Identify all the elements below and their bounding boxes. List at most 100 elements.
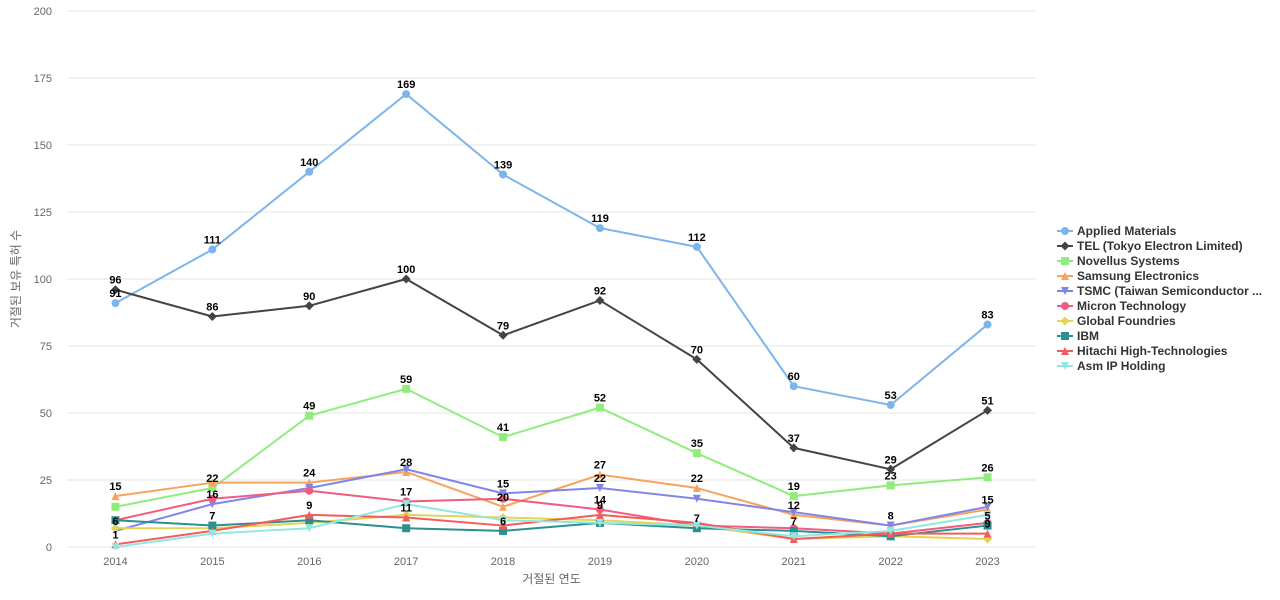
data-point[interactable] [499,516,508,525]
legend-item[interactable]: Global Foundries [1057,314,1176,328]
data-point[interactable] [499,489,508,498]
data-point[interactable] [983,320,992,329]
data-point[interactable] [692,449,701,458]
legend-item[interactable]: Samsung Electronics [1057,269,1199,283]
data-point[interactable] [692,354,702,364]
data-label: 100 [397,264,415,276]
data-point[interactable] [499,433,508,442]
data-point[interactable] [208,494,217,503]
legend-item[interactable]: Applied Materials [1057,224,1177,238]
data-point[interactable] [402,384,411,393]
data-label: 169 [397,79,415,91]
data-point[interactable] [789,492,798,501]
data-point[interactable] [402,524,411,533]
data-point[interactable] [595,505,604,514]
legend-item[interactable]: TSMC (Taiwan Semiconductor ... [1057,284,1262,298]
data-point[interactable] [111,492,120,501]
data-point[interactable] [595,510,604,519]
data-label: 29 [885,454,897,466]
data-point[interactable] [886,481,895,490]
data-point[interactable] [110,285,120,295]
data-point[interactable] [789,532,798,541]
data-point[interactable] [789,526,798,535]
data-point[interactable] [692,242,701,251]
x-tick-label: 2020 [685,556,709,568]
data-point[interactable] [402,500,411,509]
data-point[interactable] [692,494,701,503]
legend-item[interactable]: Micron Technology [1057,299,1186,313]
data-point[interactable] [983,521,992,530]
data-label: 139 [494,159,512,171]
data-point[interactable] [983,502,992,511]
data-point[interactable] [789,382,798,391]
data-point[interactable] [207,312,217,322]
data-point[interactable] [402,513,411,522]
data-point[interactable] [595,518,604,527]
legend-item[interactable]: Hitachi High-Technologies [1057,344,1228,358]
data-point[interactable] [595,484,604,493]
legend-item[interactable]: Novellus Systems [1057,254,1180,268]
data-label: 22 [691,473,703,485]
series-line [115,468,988,532]
data-point[interactable] [692,484,701,493]
data-point[interactable] [401,274,411,284]
data-point[interactable] [983,529,992,538]
legend-item[interactable]: IBM [1057,329,1099,343]
data-point[interactable] [499,494,508,503]
data-point[interactable] [208,245,217,254]
data-label: 112 [688,232,706,244]
data-point[interactable] [886,464,896,474]
data-point[interactable] [499,521,508,530]
legend-label: IBM [1077,329,1099,343]
data-point[interactable] [886,521,895,530]
data-point[interactable] [983,510,992,519]
data-label: 7 [694,513,700,525]
data-point[interactable] [595,403,604,412]
data-point[interactable] [983,405,993,415]
data-point[interactable] [499,502,508,511]
data-point[interactable] [111,502,120,511]
series-line [115,513,988,546]
series-line [115,513,988,540]
data-point[interactable] [208,478,217,487]
data-point[interactable] [110,523,120,533]
data-point[interactable] [789,443,799,453]
data-point[interactable] [305,524,314,533]
data-label: 90 [303,291,315,303]
legend-label: Global Foundries [1077,314,1176,328]
data-point[interactable] [305,516,314,525]
legend-marker [1061,362,1069,370]
data-point[interactable] [208,529,217,538]
data-point[interactable] [111,516,120,525]
data-point[interactable] [886,400,895,409]
y-tick-label: 125 [34,207,52,219]
data-point[interactable] [208,521,217,530]
legend-item[interactable]: Asm IP Holding [1057,359,1165,373]
data-point[interactable] [304,301,314,311]
data-point[interactable] [208,484,217,493]
data-point[interactable] [305,411,314,420]
data-point[interactable] [305,510,314,519]
data-point[interactable] [595,470,604,479]
data-point[interactable] [983,473,992,482]
data-point[interactable] [111,543,120,551]
data-point[interactable] [499,526,508,535]
data-point[interactable] [305,167,314,176]
legend-item[interactable]: TEL (Tokyo Electron Limited) [1057,239,1243,253]
data-point[interactable] [692,521,701,530]
data-point[interactable] [886,526,895,535]
data-point[interactable] [595,224,604,233]
data-point[interactable] [498,330,508,340]
data-point[interactable] [499,170,508,179]
data-point[interactable] [305,486,314,495]
data-point[interactable] [402,90,411,99]
series-1 [110,274,993,474]
series-8 [111,510,992,549]
data-point[interactable] [789,508,798,517]
data-label: 6 [500,516,506,528]
data-point[interactable] [595,295,605,305]
data-labels: 9111114016913911911260538396869010079927… [109,79,993,541]
data-point[interactable] [111,299,120,308]
data-point[interactable] [402,465,411,474]
y-tick-label: 150 [34,140,52,152]
